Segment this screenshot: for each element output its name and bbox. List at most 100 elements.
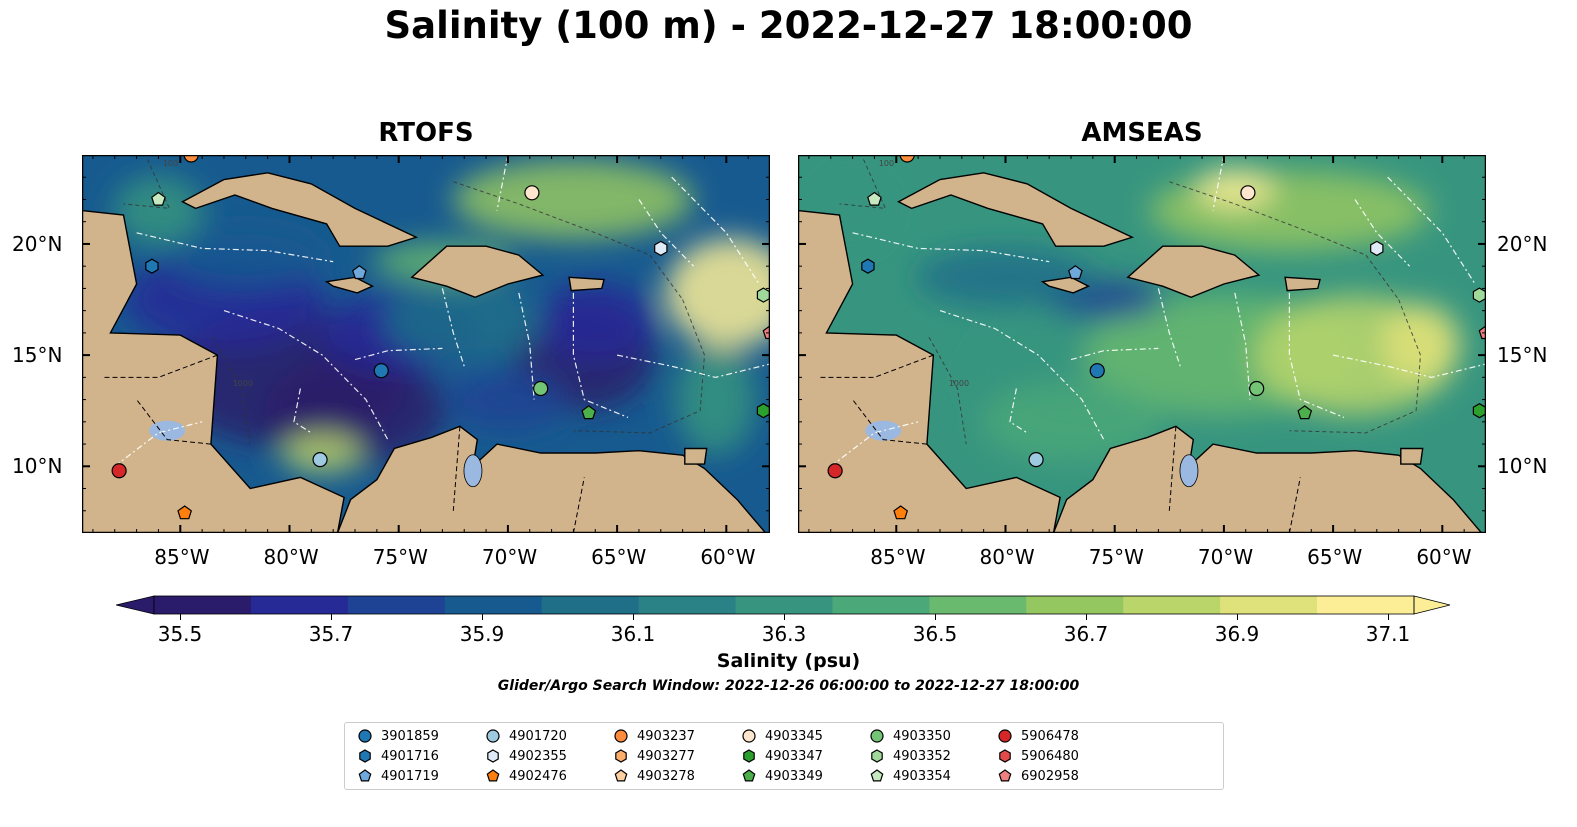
eez-boundary	[830, 421, 919, 467]
legend-label: 4901720	[509, 728, 567, 744]
hexagon-marker-icon	[999, 749, 1011, 763]
lake-nicaragua	[865, 420, 902, 441]
eez-boundary	[616, 354, 770, 379]
eez-boundary	[354, 347, 443, 361]
eez-boundary	[114, 421, 203, 467]
land-hispaniola	[1126, 245, 1261, 299]
eez-boundary	[1288, 292, 1345, 418]
lon-tick-label: 65°W	[591, 545, 647, 569]
legend-item: 4901719	[357, 767, 439, 785]
legend-label: 3901859	[381, 728, 439, 744]
colorbar-segment	[1220, 596, 1318, 614]
eez-boundary	[1212, 155, 1225, 211]
search-window-caption: Glider/Argo Search Window: 2022-12-26 06…	[497, 678, 1080, 694]
eez-boundary	[518, 292, 535, 400]
salinity-patch	[453, 159, 694, 240]
lon-tick-label: 85°W	[154, 545, 210, 569]
float-marker-4903352	[756, 287, 770, 303]
colorbar-segment	[444, 596, 543, 614]
float-marker-4903349	[1297, 405, 1313, 420]
legend-label: 5906480	[1021, 748, 1079, 764]
float-marker-3901859	[373, 363, 389, 379]
legend-item: 3901859	[357, 727, 439, 745]
colorbar-tick-label: 36.7	[1063, 622, 1109, 646]
contour-label: 100	[879, 159, 894, 168]
pentagon-marker-icon	[742, 769, 756, 782]
lon-tick-label: 85°W	[870, 545, 926, 569]
colorbar-segment	[832, 596, 930, 614]
pentagon-marker-icon	[614, 769, 628, 782]
eez-boundary	[1070, 347, 1159, 361]
salinity-patch	[981, 381, 1162, 462]
colorbar-tick-label: 35.5	[157, 622, 203, 646]
legend-marker	[742, 729, 756, 743]
colorbar-tick-label: 36.9	[1214, 622, 1260, 646]
salinity-patch	[675, 344, 756, 455]
colorbar-extend-max	[1413, 595, 1451, 615]
pentagon-marker-icon	[998, 769, 1012, 782]
legend-item: 4903354	[869, 767, 951, 785]
float-marker-4903237	[899, 155, 915, 163]
circle-marker-icon	[614, 729, 628, 743]
land-jamaica	[324, 276, 375, 294]
legend-item: 5906480	[997, 747, 1079, 765]
legend-marker	[742, 769, 756, 782]
float-marker-3901859	[1089, 363, 1105, 379]
float-marker-4903347	[756, 403, 770, 419]
legend-label: 4902476	[509, 768, 567, 784]
hexagon-marker-icon	[871, 749, 883, 763]
float-legend: 3901859 4901716 4901719 4901720 4902355 49024…	[344, 722, 1224, 790]
pentagon-marker-icon	[870, 769, 884, 782]
circle-marker-icon	[358, 729, 372, 743]
lon-tick-label: 60°W	[1416, 545, 1472, 569]
legend-item: 5906478	[997, 727, 1079, 745]
legend-item: 4901716	[357, 747, 439, 765]
panel-title-rtofs: RTOFS	[378, 118, 474, 148]
legend-marker	[486, 769, 500, 782]
land-puerto-rico	[1284, 276, 1321, 292]
legend-marker	[614, 729, 628, 743]
legend-marker	[998, 769, 1012, 782]
legend-label: 4903237	[637, 728, 695, 744]
country-border	[1168, 426, 1177, 511]
contour-label: 1000	[233, 379, 253, 388]
colorbar-tick-mark	[633, 614, 634, 620]
lon-tick-label: 60°W	[700, 545, 756, 569]
country-border	[819, 354, 934, 378]
legend-item: 4902355	[485, 747, 567, 765]
colorbar-tick-mark	[1237, 614, 1238, 620]
bathymetry-contour	[123, 159, 171, 209]
legend-marker	[743, 749, 755, 763]
hexagon-marker-icon	[743, 749, 755, 763]
lat-tick-label-left: 15°N	[12, 343, 63, 368]
lon-tick-label: 75°W	[1088, 545, 1144, 569]
float-marker-4902355	[654, 240, 668, 257]
legend-label: 4903350	[893, 728, 951, 744]
legend-item: 4903277	[613, 747, 695, 765]
lat-tick-label-right: 10°N	[1497, 454, 1548, 479]
float-marker-4901716	[861, 258, 875, 274]
eez-boundary	[293, 388, 312, 434]
contour-label: 100	[163, 159, 178, 168]
country-border	[1288, 477, 1301, 533]
float-marker-5906478	[111, 463, 127, 479]
legend-label: 4902355	[509, 748, 567, 764]
salinity-patch	[165, 225, 326, 286]
legend-item: 6902958	[997, 767, 1079, 785]
colorbar-tick-mark	[1388, 614, 1389, 620]
legend-label: 5906478	[1021, 728, 1079, 744]
map-panel-amseas: 100 1000	[798, 155, 1486, 533]
legend-label: 4903349	[765, 768, 823, 784]
eez-boundary	[1009, 388, 1028, 434]
lon-tick-label: 80°W	[263, 545, 319, 569]
hexagon-marker-icon	[359, 749, 371, 763]
float-marker-4903354	[867, 191, 882, 206]
country-border	[136, 399, 211, 445]
float-marker-4901719	[1067, 265, 1083, 280]
colorbar-tick-label: 36.3	[761, 622, 807, 646]
colorbar-segment	[1317, 596, 1415, 614]
eez-boundary	[496, 155, 509, 211]
lake-maracaibo	[1179, 454, 1199, 488]
bathymetry-contour	[212, 337, 251, 445]
salinity-patch	[915, 247, 1096, 308]
